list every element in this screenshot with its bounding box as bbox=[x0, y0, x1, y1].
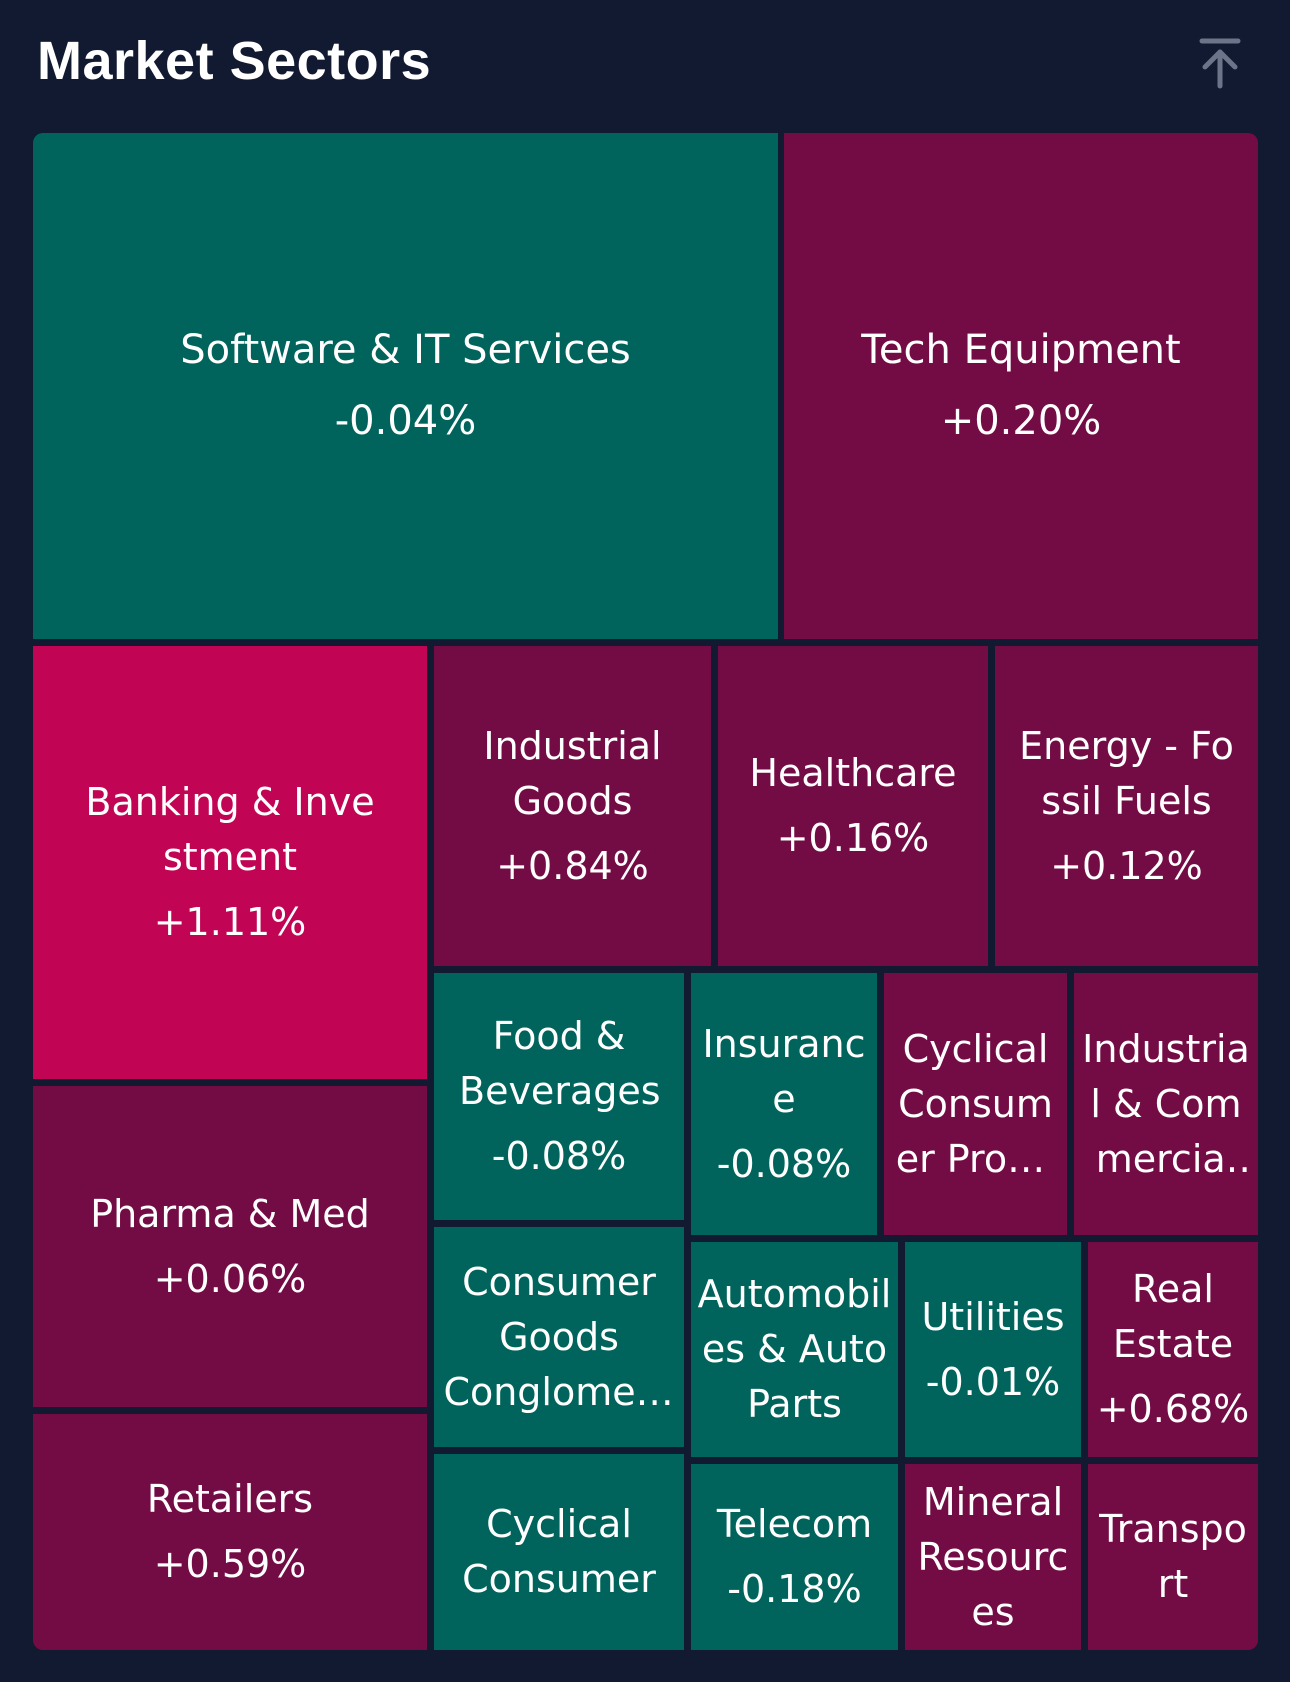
sector-change: +0.59% bbox=[153, 1542, 307, 1586]
page-title: Market Sectors bbox=[37, 31, 432, 91]
sector-tile-tech-equipment[interactable]: Tech Equipment +0.20% bbox=[784, 133, 1258, 639]
sector-name: Banking & Investment bbox=[85, 780, 375, 879]
sector-name: Industrial & Commercial Services bbox=[1082, 1026, 1250, 1181]
sector-change: +0.20% bbox=[940, 398, 1102, 444]
sector-change: +0.68% bbox=[1096, 1387, 1250, 1431]
sector-change: +0.06% bbox=[153, 1256, 307, 1301]
sector-tile-cyclical-consumer-products[interactable]: Cyclical Consumer Products bbox=[884, 973, 1067, 1235]
sector-name: Healthcare bbox=[749, 751, 957, 795]
sector-tile-real-estate[interactable]: Real Estate +0.68% bbox=[1088, 1242, 1258, 1457]
sector-change: +0.84% bbox=[496, 843, 649, 888]
sector-change: -0.04% bbox=[334, 398, 477, 444]
sector-tile-insurance[interactable]: Insurance -0.08% bbox=[691, 973, 877, 1235]
sector-name: Cyclical Consumer Products bbox=[895, 1026, 1056, 1181]
sector-change: +0.16% bbox=[776, 816, 930, 860]
sector-name: Pharma & Med bbox=[90, 1191, 370, 1236]
sector-name: Automobiles & Auto Parts bbox=[697, 1272, 892, 1426]
sector-name: Real Estate bbox=[1112, 1267, 1234, 1366]
sector-name: Insurance bbox=[702, 1021, 866, 1121]
sector-name: Telecom bbox=[716, 1502, 873, 1546]
sector-tile-software[interactable]: Software & IT Services -0.04% bbox=[33, 133, 778, 639]
sector-tile-food-beverages[interactable]: Food & Beverages -0.08% bbox=[434, 973, 684, 1220]
sector-tile-industrial-commercial[interactable]: Industrial & Commercial Services bbox=[1074, 973, 1258, 1235]
sector-name: Industrial Goods bbox=[483, 723, 662, 823]
sector-tile-energy[interactable]: Energy - Fossil Fuels +0.12% bbox=[995, 646, 1258, 966]
sector-tile-transport[interactable]: Transport bbox=[1088, 1464, 1258, 1650]
sector-tile-healthcare[interactable]: Healthcare +0.16% bbox=[718, 646, 988, 966]
sector-change: +0.12% bbox=[1050, 843, 1203, 888]
sector-tile-industrial-goods[interactable]: Industrial Goods +0.84% bbox=[434, 646, 711, 966]
sector-name: Food & Beverages bbox=[459, 1014, 661, 1113]
sector-name: Retailers bbox=[146, 1477, 314, 1521]
sector-name: Tech Equipment bbox=[861, 327, 1181, 373]
sector-name: Consumer Goods Conglomerates bbox=[443, 1259, 675, 1414]
sector-change: -0.08% bbox=[716, 1141, 852, 1186]
sector-treemap: Software & IT Services -0.04% Tech Equip… bbox=[33, 133, 1258, 1650]
sector-change: -0.01% bbox=[925, 1359, 1061, 1404]
sector-name: Transport bbox=[1099, 1507, 1247, 1606]
sector-tile-consumer-goods[interactable]: Consumer Goods Conglomerates bbox=[434, 1227, 684, 1447]
sector-tile-utilities[interactable]: Utilities -0.01% bbox=[905, 1242, 1081, 1457]
sector-name: Cyclical Consumer bbox=[462, 1502, 656, 1601]
sector-change: -0.18% bbox=[727, 1567, 862, 1611]
sector-name: Software & IT Services bbox=[180, 327, 631, 373]
sector-name: Mineral Resources bbox=[917, 1479, 1069, 1634]
scroll-to-top-button[interactable] bbox=[1196, 36, 1244, 90]
sector-name: Utilities bbox=[921, 1294, 1065, 1339]
sector-tile-pharma[interactable]: Pharma & Med +0.06% bbox=[33, 1086, 427, 1407]
sector-change: -0.08% bbox=[491, 1134, 627, 1178]
sector-tile-banking[interactable]: Banking & Investment +1.11% bbox=[33, 646, 427, 1079]
sector-tile-retailers[interactable]: Retailers +0.59% bbox=[33, 1414, 427, 1650]
sector-name: Energy - Fossil Fuels bbox=[1019, 723, 1234, 823]
sector-tile-cyclical-consumer[interactable]: Cyclical Consumer bbox=[434, 1454, 684, 1650]
sector-tile-telecom[interactable]: Telecom -0.18% bbox=[691, 1464, 898, 1650]
sector-tile-mineral-resources[interactable]: Mineral Resources bbox=[905, 1464, 1081, 1650]
sector-tile-automobiles[interactable]: Automobiles & Auto Parts bbox=[691, 1242, 898, 1457]
sector-change: +1.11% bbox=[153, 900, 307, 944]
arrow-to-top-icon bbox=[1199, 38, 1241, 89]
